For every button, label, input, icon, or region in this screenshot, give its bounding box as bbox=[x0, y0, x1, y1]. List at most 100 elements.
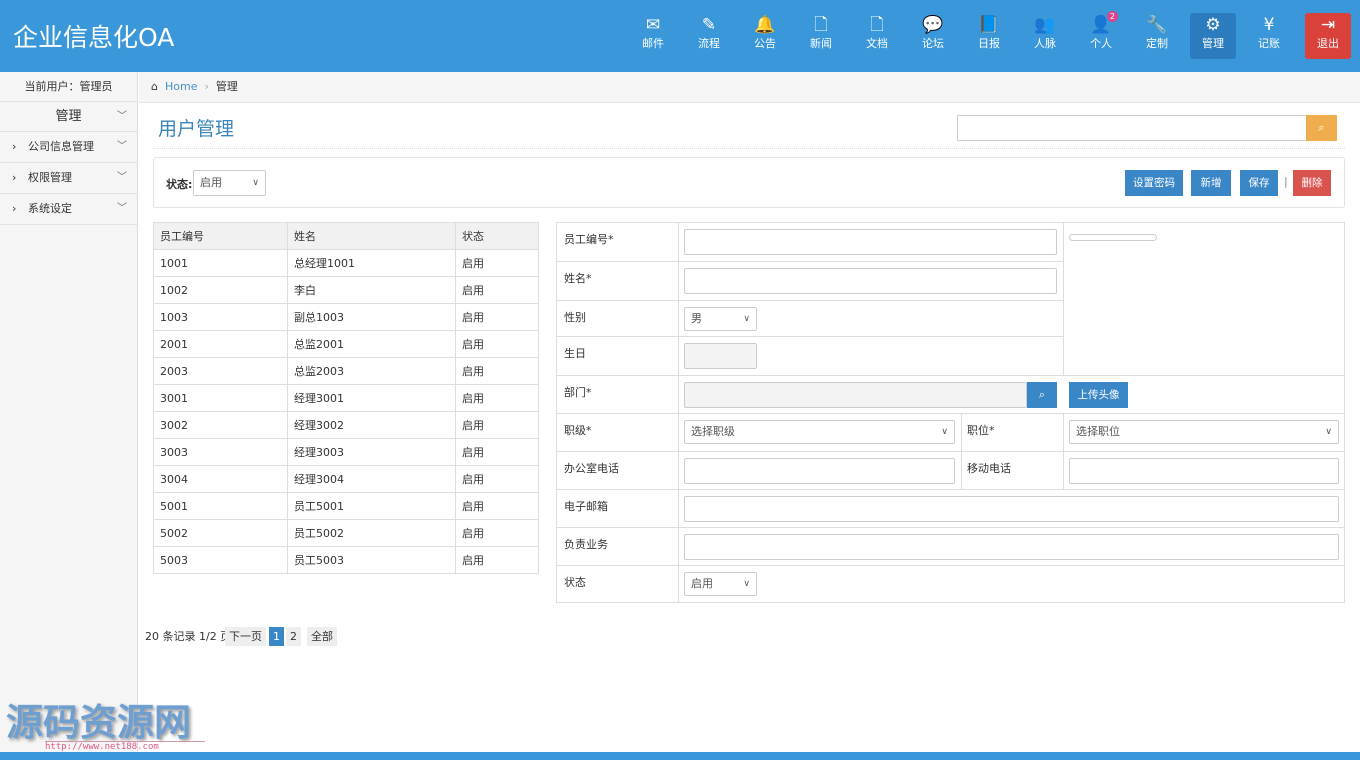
nav-users[interactable]: 👥 人脉 bbox=[1022, 13, 1068, 59]
email-input[interactable] bbox=[684, 496, 1339, 522]
table-cell: 李白 bbox=[287, 276, 456, 304]
table-cell: 经理3003 bbox=[287, 438, 456, 466]
nav-label: 人脉 bbox=[1034, 37, 1056, 50]
sidebar: 当前用户：管理员 管理 ﹀ › 公司信息管理 ﹀ › 权限管理 ﹀ › 系统设定 ﹀ bbox=[0, 72, 138, 752]
search-icon: ⌕ bbox=[1038, 388, 1046, 401]
duty-input[interactable] bbox=[684, 534, 1339, 560]
emp-no-input[interactable] bbox=[684, 229, 1057, 255]
current-user: 当前用户：管理员 bbox=[0, 72, 137, 102]
label-email: 电子邮箱 bbox=[564, 500, 608, 513]
page-1-button[interactable]: 1 bbox=[269, 627, 284, 646]
table-cell: 经理3002 bbox=[287, 411, 456, 439]
divider bbox=[678, 223, 679, 602]
table-cell: 经理3001 bbox=[287, 384, 456, 412]
chevron-down-icon: ∨ bbox=[252, 178, 259, 188]
table-row[interactable]: 5002 员工5002 启用 bbox=[153, 519, 539, 547]
table-row[interactable]: 3004 经理3004 启用 bbox=[153, 465, 539, 493]
nav-label: 论坛 bbox=[922, 37, 944, 50]
divider bbox=[961, 452, 962, 489]
table-row[interactable]: 2001 总监2001 启用 bbox=[153, 330, 539, 358]
search-button[interactable]: ⌕ bbox=[1306, 115, 1337, 141]
breadcrumb-home[interactable]: Home bbox=[164, 80, 198, 93]
top-header: 企业信息化OA ✉ 邮件 ✎ 流程 🔔 公告 🗋 新闻 🗋 文档 💬 论坛 📘 日报 👥 人脉 👤 个人 2 🔧 定制 ⚙… bbox=[0, 0, 1360, 72]
gender-select[interactable]: 男 ∨ bbox=[684, 307, 757, 331]
table-row[interactable]: 3002 经理3002 启用 bbox=[153, 411, 539, 439]
breadcrumb-current: 管理 bbox=[215, 80, 238, 93]
label-mobile: 移动电话 bbox=[967, 462, 1011, 475]
column-header[interactable]: 姓名 bbox=[287, 222, 456, 250]
nav-book[interactable]: 📘 日报 bbox=[966, 13, 1012, 59]
search-icon: ⌕ bbox=[1318, 121, 1325, 134]
table-row[interactable]: 1001 总经理1001 启用 bbox=[153, 249, 539, 277]
grade-select[interactable]: 选择职级 ∨ bbox=[684, 420, 955, 444]
position-select[interactable]: 选择职位 ∨ bbox=[1069, 420, 1339, 444]
nav-user[interactable]: 👤 个人 2 bbox=[1078, 11, 1124, 59]
table-row[interactable]: 3003 经理3003 启用 bbox=[153, 438, 539, 466]
brand-title: 企业信息化OA bbox=[13, 23, 175, 52]
name-input[interactable] bbox=[684, 268, 1057, 294]
status-select[interactable]: 启用 ∨ bbox=[684, 572, 757, 596]
table-cell: 经理3004 bbox=[287, 465, 456, 493]
table-row[interactable]: 5003 员工5003 启用 bbox=[153, 546, 539, 574]
sidebar-section-manage[interactable]: 管理 ﹀ bbox=[0, 102, 137, 132]
chevron-down-icon: ∨ bbox=[743, 579, 750, 589]
birthday-input[interactable] bbox=[684, 343, 757, 369]
nav-label: 记账 bbox=[1258, 37, 1280, 50]
office-phone-input[interactable] bbox=[684, 458, 955, 484]
upload-avatar-button[interactable]: 上传头像 bbox=[1069, 382, 1128, 408]
table-cell: 总监2001 bbox=[287, 330, 456, 358]
save-button[interactable]: 保存 bbox=[1240, 170, 1278, 196]
nav-file[interactable]: 🗋 文档 bbox=[854, 13, 900, 59]
add-button[interactable]: 新增 bbox=[1191, 170, 1231, 196]
set-password-button[interactable]: 设置密码 bbox=[1125, 170, 1183, 196]
all-pages-button[interactable]: 全部 bbox=[307, 627, 337, 646]
select-value: 启用 bbox=[200, 176, 222, 189]
divider bbox=[961, 414, 962, 451]
nav-file[interactable]: 🗋 新闻 bbox=[798, 13, 844, 59]
column-header[interactable]: 员工编号 bbox=[153, 222, 288, 250]
page-2-button[interactable]: 2 bbox=[286, 627, 301, 646]
nav-sign-out[interactable]: ⇥ 退出 bbox=[1305, 13, 1351, 59]
home-icon: ⌂ bbox=[151, 80, 158, 93]
select-value: 启用 bbox=[691, 577, 713, 590]
nav-wrench[interactable]: 🔧 定制 bbox=[1134, 13, 1180, 59]
mobile-input[interactable] bbox=[1069, 458, 1339, 484]
chevron-down-icon: ∨ bbox=[941, 427, 948, 437]
sidebar-item-permissions[interactable]: › 权限管理 ﹀ bbox=[0, 163, 137, 194]
table-row[interactable]: 1003 副总1003 启用 bbox=[153, 303, 539, 331]
user-form: 员工编号* 姓名* 性别男 ∨ 生日 部门* ⌕ 上传头像 职级* 选择职级 ∨ 职位* 选择… bbox=[556, 222, 1345, 603]
table-cell: 3002 bbox=[153, 411, 288, 439]
sidebar-item-system-settings[interactable]: › 系统设定 ﹀ bbox=[0, 194, 137, 225]
nav-pencil[interactable]: ✎ 流程 bbox=[686, 13, 732, 59]
nav-gears[interactable]: ⚙ 管理 bbox=[1190, 13, 1236, 59]
nav-yen[interactable]: ¥ 记账 bbox=[1246, 13, 1292, 59]
yen-icon: ¥ bbox=[1263, 15, 1275, 35]
sidebar-item-company-info[interactable]: › 公司信息管理 ﹀ bbox=[0, 132, 137, 163]
next-page-button[interactable]: 下一页 bbox=[225, 627, 266, 646]
search-input[interactable] bbox=[957, 115, 1307, 141]
nav-bell[interactable]: 🔔 公告 bbox=[742, 13, 788, 59]
status-filter-select[interactable]: 启用 ∨ bbox=[193, 170, 266, 196]
label-position: 职位* bbox=[967, 424, 995, 437]
divider bbox=[1063, 223, 1064, 376]
watermark-logo: 源码资源网 bbox=[6, 701, 191, 744]
table-cell: 副总1003 bbox=[287, 303, 456, 331]
table-cell: 1001 bbox=[153, 249, 288, 277]
label-gender: 性别 bbox=[564, 311, 586, 324]
avatar-progress-bar bbox=[1069, 234, 1157, 241]
table-row[interactable]: 2003 总监2003 启用 bbox=[153, 357, 539, 385]
nav-envelope[interactable]: ✉ 邮件 bbox=[630, 13, 676, 59]
pencil-icon: ✎ bbox=[701, 15, 717, 35]
dept-search-button[interactable]: ⌕ bbox=[1027, 382, 1057, 408]
table-row[interactable]: 1002 李白 启用 bbox=[153, 276, 539, 304]
column-header[interactable]: 状态 bbox=[455, 222, 539, 250]
delete-button[interactable]: 删除 bbox=[1293, 170, 1331, 196]
pagination-summary: 20 条记录 1/2 页 bbox=[145, 630, 232, 643]
notification-badge: 2 bbox=[1106, 11, 1118, 22]
nav-comments[interactable]: 💬 论坛 bbox=[910, 13, 956, 59]
table-cell: 员工5002 bbox=[287, 519, 456, 547]
dept-input[interactable] bbox=[684, 382, 1027, 408]
nav-label: 文档 bbox=[866, 37, 888, 50]
table-row[interactable]: 3001 经理3001 启用 bbox=[153, 384, 539, 412]
table-row[interactable]: 5001 员工5001 启用 bbox=[153, 492, 539, 520]
